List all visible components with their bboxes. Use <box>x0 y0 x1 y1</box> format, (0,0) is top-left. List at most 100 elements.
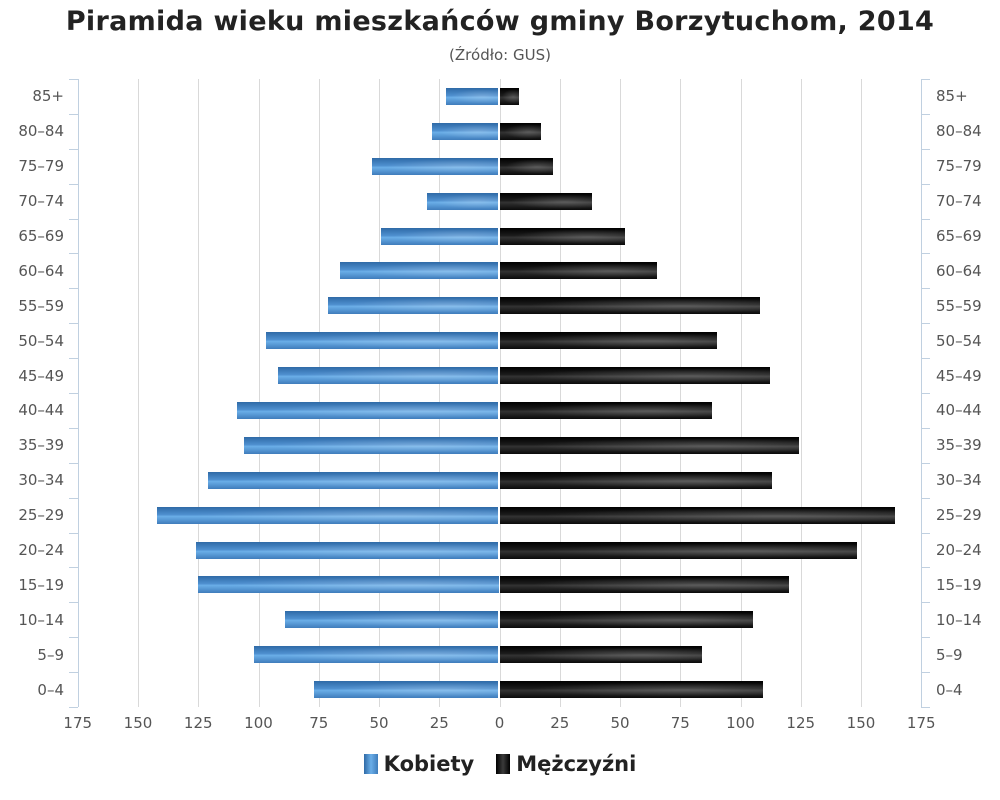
bar-male[interactable] <box>500 646 703 664</box>
legend: Kobiety Mężczyźni <box>0 752 1000 776</box>
category-label-right: 55–59 <box>936 296 982 315</box>
x-axis-tick-label: 100 <box>726 714 755 732</box>
right-axis-tick <box>921 567 931 569</box>
category-label-left: 30–34 <box>18 471 64 490</box>
right-axis-tick <box>921 183 931 185</box>
gridline <box>740 79 742 707</box>
x-axis-tick-label: 100 <box>244 714 273 732</box>
right-axis-tick <box>921 148 931 150</box>
x-axis-tick-label: 125 <box>183 714 213 732</box>
category-label-left: 25–29 <box>18 506 64 525</box>
bar-female[interactable] <box>236 401 500 419</box>
category-label-left: 70–74 <box>18 192 64 211</box>
bar-male[interactable] <box>500 436 799 454</box>
gridline <box>499 79 501 707</box>
bar-female[interactable] <box>427 192 500 210</box>
legend-item-female[interactable]: Kobiety <box>363 752 475 776</box>
x-axis-tick-label: 25 <box>429 714 449 732</box>
left-axis-tick <box>68 602 78 604</box>
legend-item-male[interactable]: Mężczyźni <box>496 752 636 776</box>
bar-female[interactable] <box>371 157 500 175</box>
bar-male[interactable] <box>500 541 857 559</box>
legend-swatch-male-icon <box>496 754 511 774</box>
x-axis-tick-label: 150 <box>123 714 153 732</box>
bar-female[interactable] <box>253 646 500 664</box>
left-axis-tick <box>68 637 78 639</box>
bar-female[interactable] <box>446 87 500 105</box>
category-label-right: 40–44 <box>936 401 982 420</box>
category-label-left: 45–49 <box>18 366 64 385</box>
bar-female[interactable] <box>157 506 500 524</box>
category-label-left: 80–84 <box>18 122 64 141</box>
bar-female[interactable] <box>432 122 500 140</box>
left-axis-tick <box>68 323 78 325</box>
left-axis-tick <box>68 113 78 115</box>
bar-male[interactable] <box>500 192 592 210</box>
category-label-right: 80–84 <box>936 122 982 141</box>
gridline <box>800 79 802 707</box>
gridline <box>138 79 139 707</box>
bar-male[interactable] <box>500 611 754 629</box>
gridline <box>680 79 682 707</box>
bar-male[interactable] <box>500 471 773 489</box>
category-label-right: 85+ <box>936 87 968 106</box>
category-label-right: 70–74 <box>936 192 982 211</box>
bar-female[interactable] <box>244 436 500 454</box>
category-label-right: 0–4 <box>936 680 963 699</box>
legend-label-female: Kobiety <box>383 752 475 776</box>
bar-male[interactable] <box>500 506 896 524</box>
bar-male[interactable] <box>500 122 541 140</box>
bar-female[interactable] <box>313 681 500 699</box>
right-axis-tick <box>921 427 931 429</box>
category-label-left: 75–79 <box>18 157 64 176</box>
chart-subtitle: (Źródło: GUS) <box>449 46 551 64</box>
bar-female[interactable] <box>328 297 500 315</box>
right-axis-tick <box>921 707 931 708</box>
category-label-right: 15–19 <box>936 575 982 594</box>
gridline <box>258 79 260 707</box>
x-axis-tick-label: 75 <box>670 714 690 732</box>
bar-female[interactable] <box>340 262 500 280</box>
category-label-left: 0–4 <box>37 680 64 699</box>
bar-male[interactable] <box>500 681 763 699</box>
category-label-left: 50–54 <box>18 331 64 350</box>
x-axis-tick-label: 25 <box>550 714 570 732</box>
bar-male[interactable] <box>500 227 626 245</box>
bar-female[interactable] <box>195 541 500 559</box>
left-axis-line <box>77 79 79 707</box>
right-axis-tick <box>921 532 931 534</box>
category-label-right: 65–69 <box>936 227 982 245</box>
bar-male[interactable] <box>500 576 790 594</box>
bar-female[interactable] <box>277 367 500 385</box>
left-axis-tick <box>68 358 78 360</box>
bar-female[interactable] <box>198 576 500 594</box>
left-axis-tick <box>68 532 78 534</box>
right-axis-tick <box>921 637 931 639</box>
category-label-left: 40–44 <box>18 401 64 420</box>
left-axis-tick <box>68 79 78 80</box>
bar-male[interactable] <box>500 401 713 419</box>
bar-male[interactable] <box>500 262 657 280</box>
right-axis-tick <box>921 462 931 464</box>
gridline <box>318 79 320 707</box>
right-axis-tick <box>921 253 931 255</box>
bar-male[interactable] <box>500 297 761 315</box>
left-axis-tick <box>68 183 78 185</box>
bar-male[interactable] <box>500 367 770 385</box>
bar-male[interactable] <box>500 87 520 105</box>
bar-female[interactable] <box>265 332 500 350</box>
legend-swatch-female-icon <box>363 754 378 774</box>
right-axis-tick <box>921 602 931 604</box>
bar-male[interactable] <box>500 157 554 175</box>
x-axis-tick-label: 50 <box>610 714 630 732</box>
bar-male[interactable] <box>500 332 717 350</box>
left-axis-tick <box>68 218 78 220</box>
category-label-left: 15–19 <box>18 575 64 594</box>
right-axis-tick <box>921 358 931 360</box>
x-axis-tick-label: 125 <box>786 714 816 732</box>
category-label-right: 50–54 <box>936 331 982 350</box>
bar-female[interactable] <box>285 611 500 629</box>
bar-female[interactable] <box>381 227 500 245</box>
bar-female[interactable] <box>207 471 500 489</box>
